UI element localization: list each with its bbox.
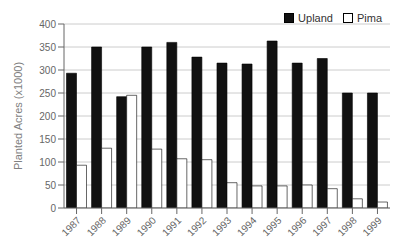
svg-text:Planted Acres (x1000): Planted Acres (x1000) xyxy=(12,62,24,170)
svg-text:1987: 1987 xyxy=(59,214,83,238)
svg-text:150: 150 xyxy=(39,134,56,145)
svg-text:100: 100 xyxy=(39,157,56,168)
svg-text:250: 250 xyxy=(39,88,56,99)
svg-text:300: 300 xyxy=(39,65,56,76)
svg-text:0: 0 xyxy=(50,203,56,214)
svg-text:1999: 1999 xyxy=(360,214,384,238)
svg-text:1991: 1991 xyxy=(160,214,184,238)
svg-text:50: 50 xyxy=(45,180,57,191)
svg-text:1989: 1989 xyxy=(110,214,134,238)
svg-text:1988: 1988 xyxy=(85,214,109,238)
svg-text:1996: 1996 xyxy=(285,214,309,238)
svg-text:1992: 1992 xyxy=(185,214,209,238)
svg-text:1993: 1993 xyxy=(210,214,234,238)
svg-text:1994: 1994 xyxy=(235,214,259,238)
svg-text:1997: 1997 xyxy=(310,214,334,238)
html-text:Pima: Pima xyxy=(356,12,382,24)
svg-text:1998: 1998 xyxy=(335,214,359,238)
html-text:Upland: Upland xyxy=(298,12,333,24)
svg-text:1990: 1990 xyxy=(135,214,159,238)
svg-text:400: 400 xyxy=(39,19,56,30)
svg-text:1995: 1995 xyxy=(260,214,284,238)
svg-text:200: 200 xyxy=(39,111,56,122)
svg-text:350: 350 xyxy=(39,42,56,53)
